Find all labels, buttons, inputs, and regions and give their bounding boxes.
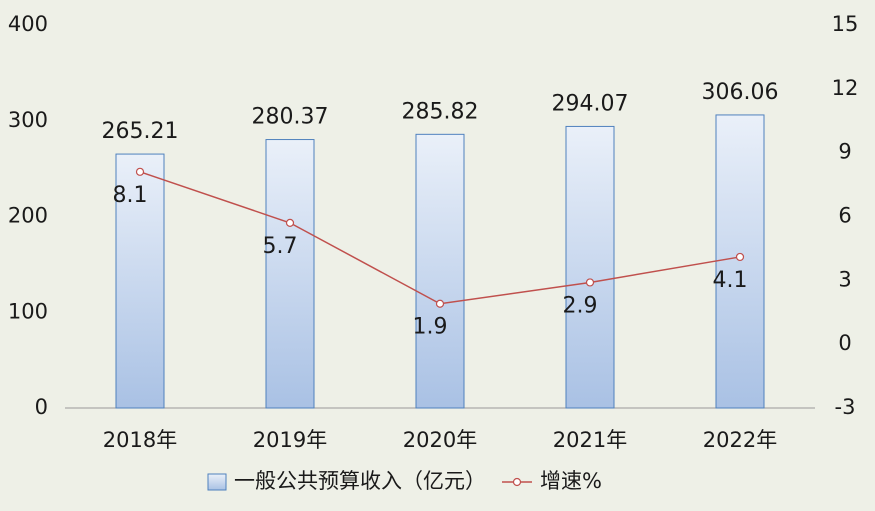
y2-tick-label: 6 bbox=[838, 204, 851, 228]
legend-swatch bbox=[207, 473, 227, 491]
x-tick-label: 2018年 bbox=[103, 428, 177, 452]
value-label: 294.07 bbox=[552, 91, 629, 116]
value-label: 4.1 bbox=[713, 268, 748, 293]
line-point bbox=[735, 252, 745, 262]
legend-marker bbox=[512, 477, 522, 487]
y-tick-label: 100 bbox=[8, 299, 48, 323]
y2-tick-label: 12 bbox=[832, 76, 859, 100]
y2-tick-label: 9 bbox=[838, 140, 851, 164]
value-label: 285.82 bbox=[402, 99, 479, 124]
y2-tick-label: -3 bbox=[835, 395, 856, 419]
y-tick-label: 300 bbox=[8, 108, 48, 132]
x-tick-label: 2019年 bbox=[253, 428, 327, 452]
bar bbox=[115, 153, 165, 409]
bar bbox=[715, 114, 765, 409]
line-point bbox=[585, 278, 595, 287]
y-tick-label: 400 bbox=[8, 12, 48, 36]
y-tick-label: 200 bbox=[8, 204, 48, 228]
y2-tick-label: 0 bbox=[838, 331, 851, 355]
value-label: 280.37 bbox=[252, 105, 329, 130]
bar bbox=[565, 125, 615, 409]
value-label: 2.9 bbox=[563, 293, 598, 318]
line-point bbox=[135, 167, 145, 176]
legend-label: 增速% bbox=[540, 469, 602, 493]
value-label: 265.21 bbox=[102, 119, 179, 144]
y-tick-label: 0 bbox=[35, 395, 48, 419]
value-label: 5.7 bbox=[263, 234, 298, 259]
value-label: 306.06 bbox=[702, 80, 779, 105]
bar bbox=[265, 139, 315, 409]
x-tick-label: 2022年 bbox=[703, 428, 777, 452]
line-point bbox=[435, 299, 445, 308]
legend-label: 一般公共预算收入（亿元） bbox=[234, 469, 486, 493]
line-point bbox=[285, 218, 295, 227]
value-label: 1.9 bbox=[413, 315, 448, 340]
bar bbox=[415, 133, 465, 409]
x-tick-label: 2021年 bbox=[553, 428, 627, 452]
x-tick-label: 2020年 bbox=[403, 428, 477, 452]
y2-tick-label: 15 bbox=[832, 12, 859, 36]
y2-tick-label: 3 bbox=[838, 267, 851, 291]
value-label: 8.1 bbox=[113, 183, 148, 208]
